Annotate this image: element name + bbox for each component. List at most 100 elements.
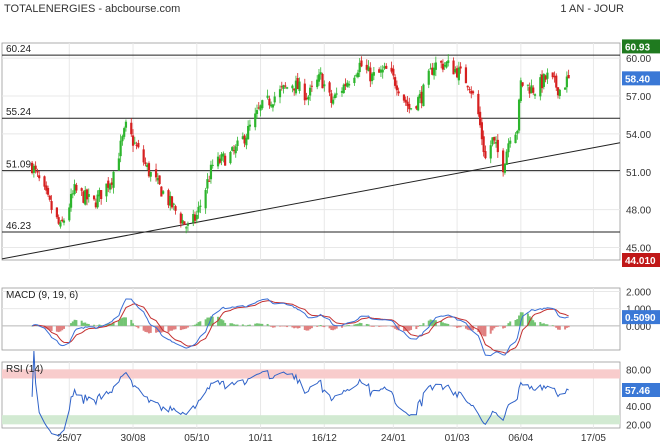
rsi-y-tick-label: 20.00 xyxy=(626,420,651,431)
candle-up xyxy=(248,124,252,127)
candle-down xyxy=(57,217,60,224)
candle-up xyxy=(409,108,413,110)
candle-up xyxy=(195,214,198,220)
macd-histogram-bar xyxy=(183,325,186,330)
candle-up xyxy=(112,171,115,188)
candle-up xyxy=(422,84,425,107)
candle-up xyxy=(516,130,519,134)
macd-histogram-bar xyxy=(119,318,122,326)
candle-up xyxy=(335,93,338,95)
macd-histogram-bar xyxy=(149,325,152,333)
candle-down xyxy=(130,122,133,135)
macd-histogram-bar xyxy=(232,324,235,326)
period-label[interactable]: 1 AN - JOUR xyxy=(560,3,624,15)
rsi-line xyxy=(31,350,569,437)
macd-histogram-bar xyxy=(551,325,554,326)
candle-down xyxy=(466,85,469,88)
macd-histogram-bar xyxy=(330,325,333,331)
macd-histogram-bar xyxy=(254,323,257,326)
candle-up xyxy=(105,183,108,197)
price-y-tick-label: 51.00 xyxy=(626,168,651,179)
candle-up xyxy=(418,93,422,99)
candle-up xyxy=(254,113,257,128)
candle-up xyxy=(282,85,285,89)
candle-up xyxy=(255,110,259,114)
candle-up xyxy=(245,137,248,146)
macd-histogram-bar xyxy=(47,325,50,330)
macd-histogram-bar xyxy=(130,319,133,326)
macd-histogram-bar xyxy=(296,325,299,329)
candle-up xyxy=(447,60,450,64)
level-label: 51.09 xyxy=(6,160,31,171)
candle-up xyxy=(356,72,360,78)
macd-histogram-bar xyxy=(503,325,506,328)
macd-histogram-bar xyxy=(505,325,508,327)
macd-histogram-bar xyxy=(402,325,405,332)
candle-up xyxy=(192,213,195,223)
candle-up xyxy=(432,67,436,76)
macd-histogram-bar xyxy=(31,325,34,327)
macd-histogram-bar xyxy=(155,325,158,333)
macd-histogram-bar xyxy=(271,325,274,328)
candle-up xyxy=(259,105,262,111)
candle-up xyxy=(379,69,383,73)
candle-down xyxy=(75,184,78,191)
candle-down xyxy=(555,75,558,88)
candle-down xyxy=(455,68,459,78)
x-tick-label: 17/05 xyxy=(581,433,606,444)
candle-up xyxy=(542,74,545,87)
candle-up xyxy=(457,67,460,81)
candle-down xyxy=(556,87,560,96)
candle-up xyxy=(236,140,239,147)
candle-down xyxy=(167,190,170,206)
rsi-last-box xyxy=(622,382,660,397)
macd-histogram-bar xyxy=(96,325,99,326)
macd-histogram-bar xyxy=(557,325,560,330)
candle-up xyxy=(307,96,310,100)
x-tick-label: 06/04 xyxy=(508,433,533,444)
candle-up xyxy=(491,137,494,145)
macd-histogram-bar xyxy=(144,325,147,332)
x-tick-label: 05/10 xyxy=(184,433,209,444)
candle-down xyxy=(369,67,372,82)
macd-histogram-bar xyxy=(186,325,189,328)
macd-histogram-bar xyxy=(348,325,351,326)
candle-down xyxy=(94,202,97,208)
candle-up xyxy=(71,193,74,195)
candle-up xyxy=(234,146,237,154)
macd-histogram-bar xyxy=(162,325,165,332)
macd-histogram-bar xyxy=(62,325,65,329)
macd-histogram-bar xyxy=(518,315,521,326)
candle-up xyxy=(565,76,568,88)
macd-histogram-bar xyxy=(241,324,244,326)
rsi-y-tick-label: 80.00 xyxy=(626,365,651,376)
macd-histogram-bar xyxy=(408,325,411,331)
candle-up xyxy=(278,89,282,98)
candle-up xyxy=(514,134,517,144)
price-y-tick-label: 48.00 xyxy=(626,206,651,217)
candle-down xyxy=(48,195,51,200)
macd-histogram-bar xyxy=(441,322,444,326)
macd-histogram-bar xyxy=(558,325,561,330)
candle-up xyxy=(209,164,213,180)
price-y-tick-label: 57.00 xyxy=(626,92,651,103)
candle-up xyxy=(266,95,269,98)
candle-up xyxy=(146,164,149,168)
macd-histogram-bar xyxy=(217,316,220,326)
candle-up xyxy=(96,194,99,208)
macd-histogram-bar xyxy=(266,323,269,326)
candle-down xyxy=(521,82,524,86)
macd-histogram-bar xyxy=(93,324,96,326)
macd-histogram-bar xyxy=(293,325,296,329)
macd-histogram-bar xyxy=(335,325,338,329)
macd-histogram-bar xyxy=(70,323,73,326)
candle-down xyxy=(365,64,368,70)
macd-histogram-bar xyxy=(489,325,492,334)
macd-histogram-bar xyxy=(477,325,480,333)
macd-histogram-bar xyxy=(534,322,537,326)
macd-histogram-bar xyxy=(124,317,127,326)
macd-histogram-bar xyxy=(317,325,320,327)
macd-histogram-bar xyxy=(132,323,135,326)
macd-histogram-bar xyxy=(390,325,393,327)
macd-histogram-bar xyxy=(137,325,140,329)
